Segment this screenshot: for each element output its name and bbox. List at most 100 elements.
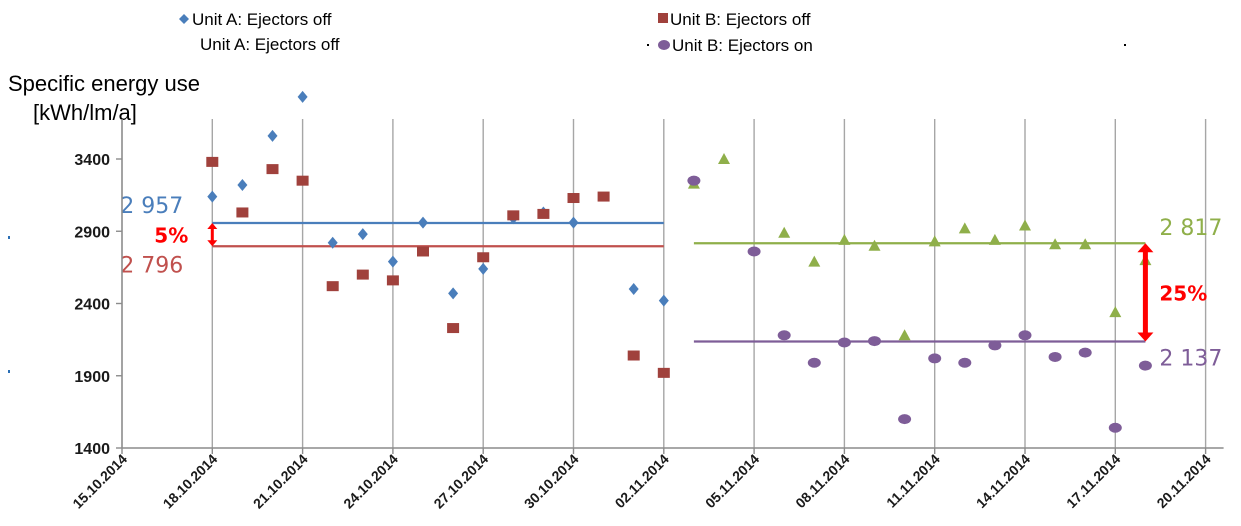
edge-mark-2 — [8, 370, 10, 373]
legend-diamond-marker — [179, 14, 189, 24]
data-point-diamond — [568, 216, 579, 229]
data-point-triangle — [868, 239, 881, 251]
data-point-circle — [837, 337, 851, 348]
data-point-diamond — [297, 90, 308, 103]
data-point-circle — [747, 246, 761, 257]
legend-label-unit-a-off: Unit A: Ejectors off — [192, 10, 332, 29]
data-point-circle — [687, 175, 701, 186]
data-point-square — [507, 210, 520, 221]
data-point-triangle — [1049, 238, 1062, 250]
legend-square-marker — [658, 13, 668, 23]
legend-dot-mark — [647, 44, 649, 46]
data-point-circle — [1138, 360, 1152, 371]
data-point-diamond — [237, 179, 248, 192]
reference-label: 2 796 — [120, 253, 183, 278]
edge-mark — [8, 236, 10, 239]
x-tick-label: 20.11.2014 — [1153, 451, 1213, 511]
data-point-circle — [958, 357, 972, 368]
data-point-diamond — [357, 228, 368, 241]
annotation-arrow-head-down — [1137, 332, 1154, 342]
data-point-square — [597, 191, 610, 202]
y-tick-label: 1900 — [74, 369, 110, 386]
data-points — [206, 90, 1152, 433]
data-point-square — [386, 275, 399, 286]
x-tick-label: 05.11.2014 — [702, 451, 762, 511]
annotation-arrow-head-up — [1137, 243, 1154, 253]
data-point-square — [537, 208, 550, 219]
annotation-arrow-head-down — [207, 240, 218, 247]
data-point-circle — [868, 336, 881, 347]
data-point-square — [477, 252, 490, 263]
data-point-square — [296, 175, 309, 186]
legend-label-unit-a-off-2: Unit A: Ejectors off — [200, 35, 340, 54]
legend: Unit A: Ejectors off Unit A: Ejectors of… — [179, 10, 1126, 55]
annotation-label: 25% — [1159, 281, 1207, 305]
data-point-circle — [1108, 422, 1122, 433]
reference-label: 2 817 — [1159, 216, 1222, 241]
data-point-triangle — [988, 233, 1001, 245]
data-point-circle — [928, 353, 942, 364]
data-point-triangle — [1109, 306, 1122, 318]
data-point-diamond — [448, 287, 459, 300]
data-point-triangle — [1079, 238, 1092, 250]
x-tick-label: 30.10.2014 — [521, 451, 582, 512]
data-point-square — [206, 156, 219, 167]
reference-lines: 2 957 2 796 2 817 2 137 — [120, 194, 1222, 371]
x-tick-label: 08.11.2014 — [792, 451, 852, 511]
data-point-diamond — [628, 283, 639, 296]
data-point-square — [657, 367, 670, 378]
annotation-arrow-head-up — [207, 223, 218, 230]
x-tick-label: 11.11.2014 — [883, 451, 943, 511]
axes — [116, 119, 1224, 454]
annotation-label: 5% — [154, 224, 188, 248]
data-point-diamond — [658, 294, 669, 307]
data-point-square — [356, 269, 369, 280]
data-point-triangle — [958, 222, 971, 234]
reference-label: 2 137 — [1159, 347, 1222, 372]
y-tick-label: 2400 — [74, 297, 110, 314]
data-point-square — [627, 350, 640, 361]
y-tick-label: 3400 — [74, 152, 110, 169]
x-tick-label: 02.11.2014 — [612, 451, 672, 511]
data-point-diamond — [478, 262, 489, 275]
gridlines — [211, 119, 1207, 448]
x-tick-label: 18.10.2014 — [160, 451, 221, 512]
data-point-circle — [988, 340, 1002, 351]
data-point-circle — [1078, 347, 1092, 358]
data-point-triangle — [808, 255, 821, 267]
data-point-circle — [777, 330, 791, 341]
data-point-circle — [898, 414, 912, 425]
data-point-square — [447, 323, 460, 334]
data-point-circle — [807, 357, 821, 368]
data-point-triangle — [898, 329, 911, 341]
data-point-diamond — [327, 236, 338, 249]
data-point-diamond — [207, 190, 218, 203]
y-axis-label-line2: [kWh/lm/a] — [33, 100, 137, 125]
data-point-triangle — [718, 153, 730, 164]
data-point-diamond — [267, 129, 278, 142]
data-point-square — [326, 281, 339, 292]
legend-label-unit-b-off: Unit B: Ejectors off — [670, 10, 811, 29]
data-point-triangle — [778, 226, 791, 238]
x-tick-label: 14.11.2014 — [973, 451, 1033, 511]
y-axis-label-line1: Specific energy use — [8, 71, 200, 96]
data-point-square — [567, 193, 580, 204]
y-tick-label: 1400 — [74, 441, 110, 458]
annotations: 5% 25% — [154, 223, 1207, 342]
reference-label: 2 957 — [120, 194, 183, 219]
data-point-square — [266, 164, 279, 175]
data-point-diamond — [418, 216, 428, 229]
x-tick-label: 15.10.2014 — [69, 451, 130, 512]
x-tick-label: 24.10.2014 — [340, 451, 401, 512]
y-tick-label: 2900 — [74, 224, 110, 241]
data-point-triangle — [1019, 219, 1031, 231]
data-point-square — [417, 246, 429, 257]
x-tick-label: 17.11.2014 — [1063, 451, 1123, 511]
data-point-circle — [1048, 351, 1062, 362]
data-point-diamond — [387, 255, 398, 268]
x-tick-label: 27.10.2014 — [430, 451, 491, 512]
data-point-triangle — [838, 233, 851, 245]
legend-label-unit-b-on: Unit B: Ejectors on — [672, 36, 813, 55]
data-point-square — [236, 207, 249, 218]
